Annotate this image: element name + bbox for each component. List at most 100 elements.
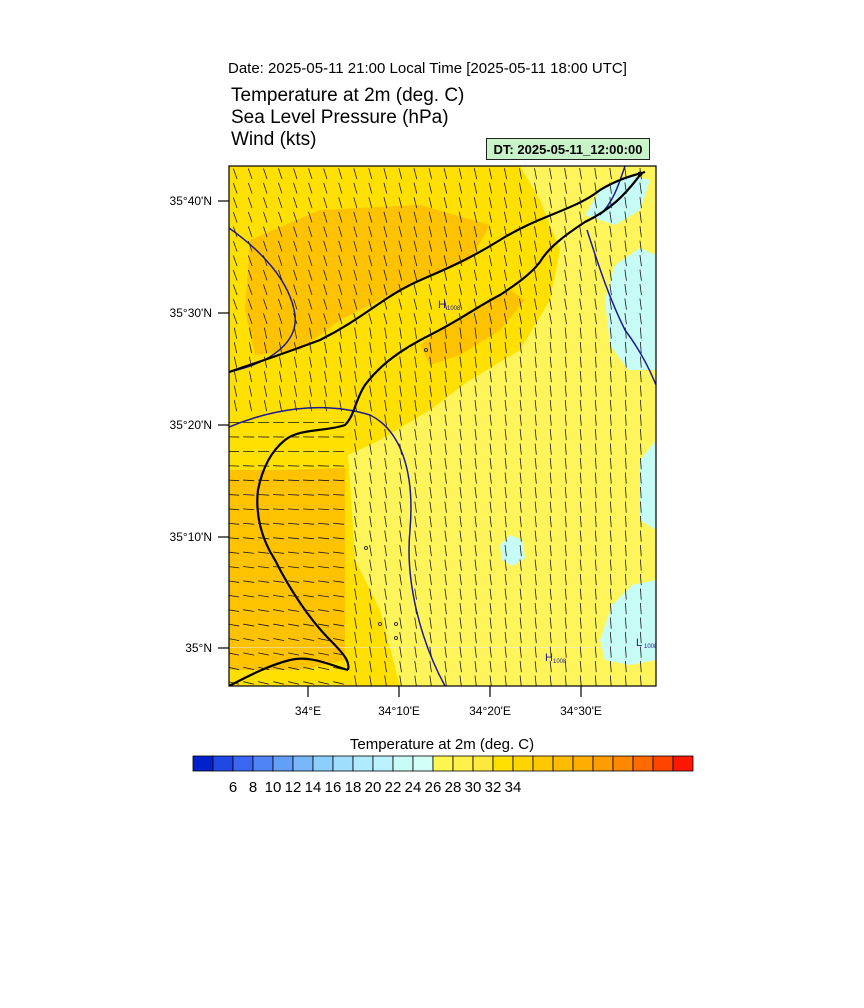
wind-barb [564,341,567,354]
wind-barb [294,385,298,397]
wind-barb [332,479,345,482]
wind-barb [579,457,582,470]
wind-barb [503,240,508,252]
wind-barb [398,182,403,194]
wind-barb [504,603,507,615]
wind-barb [369,487,372,499]
wind-barb [504,472,507,484]
wind-barb [519,661,522,673]
wind-barb [549,559,552,571]
wind-barb [519,226,523,238]
wind-barb [443,168,448,180]
wind-barb [247,211,253,223]
wind-barb [233,400,238,412]
wind-barb [398,168,403,180]
wind-barb [624,211,627,223]
wind-barb [594,631,597,644]
wind-barb [242,479,255,482]
wind-barb [273,580,285,583]
wind-barb [232,240,238,252]
wind-barb [609,559,612,571]
wind-barb [293,197,298,209]
wind-barb [609,631,612,644]
wind-barb [624,269,627,281]
wind-barb [309,385,312,397]
wind-barb [354,472,357,484]
wind-barb [609,443,612,455]
wind-barb [278,226,283,238]
wind-barb [474,675,477,686]
wind-barb [444,400,447,412]
colorbar-swatch [672,755,694,772]
wind-barb [549,472,552,484]
wind-barb [293,255,298,267]
wind-barb [474,400,477,412]
dt-badge: DT: 2025-05-11_12:00:00 [486,138,650,160]
wind-barb [232,298,238,310]
wind-barb [549,342,552,354]
wind-barb [384,516,387,528]
wind-barb [443,255,448,267]
wind-barb [579,399,582,412]
wind-barb [383,269,388,281]
wind-barb [534,168,537,180]
wind-barb [640,385,642,397]
wind-barb [444,371,447,383]
wind-barb [248,342,253,354]
wind-barb [609,240,612,252]
wind-barb [288,681,300,685]
wind-barb [294,400,298,412]
wind-barb [248,385,253,397]
wind-barb [549,646,552,658]
wind-barb [549,356,552,368]
wind-barb [534,211,537,223]
wind-barb [489,400,492,412]
wind-barb [333,681,345,685]
wind-barb [309,371,312,383]
wind-barb [640,428,642,441]
wind-barb [488,226,493,238]
wind-barb [308,182,313,194]
wind-barb [564,327,567,339]
colorbar-tick-label: 32 [484,779,502,796]
wind-barb [594,573,597,586]
wind-barb [458,197,463,209]
wind-barb [639,240,642,252]
wind-barb [473,168,478,180]
wind-barb [564,443,567,455]
wind-barb [504,371,507,383]
wind-barb [338,197,343,209]
wind-barb [594,341,597,354]
wind-barb [489,487,492,499]
wind-barb [303,666,315,671]
wind-barb [534,429,537,441]
wind-barb [414,385,417,397]
wind-barb [458,211,463,223]
wind-barb [368,211,373,223]
wind-barb [428,269,433,281]
wind-barb [263,342,268,354]
wind-barb [504,545,507,557]
wind-barb [414,574,417,586]
wind-barb [229,522,240,525]
wind-barb [534,197,537,209]
colorbar-swatch [612,755,634,772]
wind-barb [429,516,432,528]
wind-barb [399,545,402,557]
wind-barb [258,537,270,540]
wind-barb [534,182,537,194]
wind-barb [519,530,522,542]
wind-barb [534,559,537,571]
wind-barb [333,580,345,583]
wind-barb [354,603,357,615]
wind-barb [488,313,493,325]
wind-barb [338,211,343,223]
wind-barb [504,588,507,600]
svg-text:L: L [636,637,642,649]
wind-barb [232,182,238,194]
wind-barb [624,631,627,644]
wind-barb [429,356,432,368]
wind-barb [414,443,417,455]
wind-barb [354,400,357,412]
wind-barb [640,399,642,412]
